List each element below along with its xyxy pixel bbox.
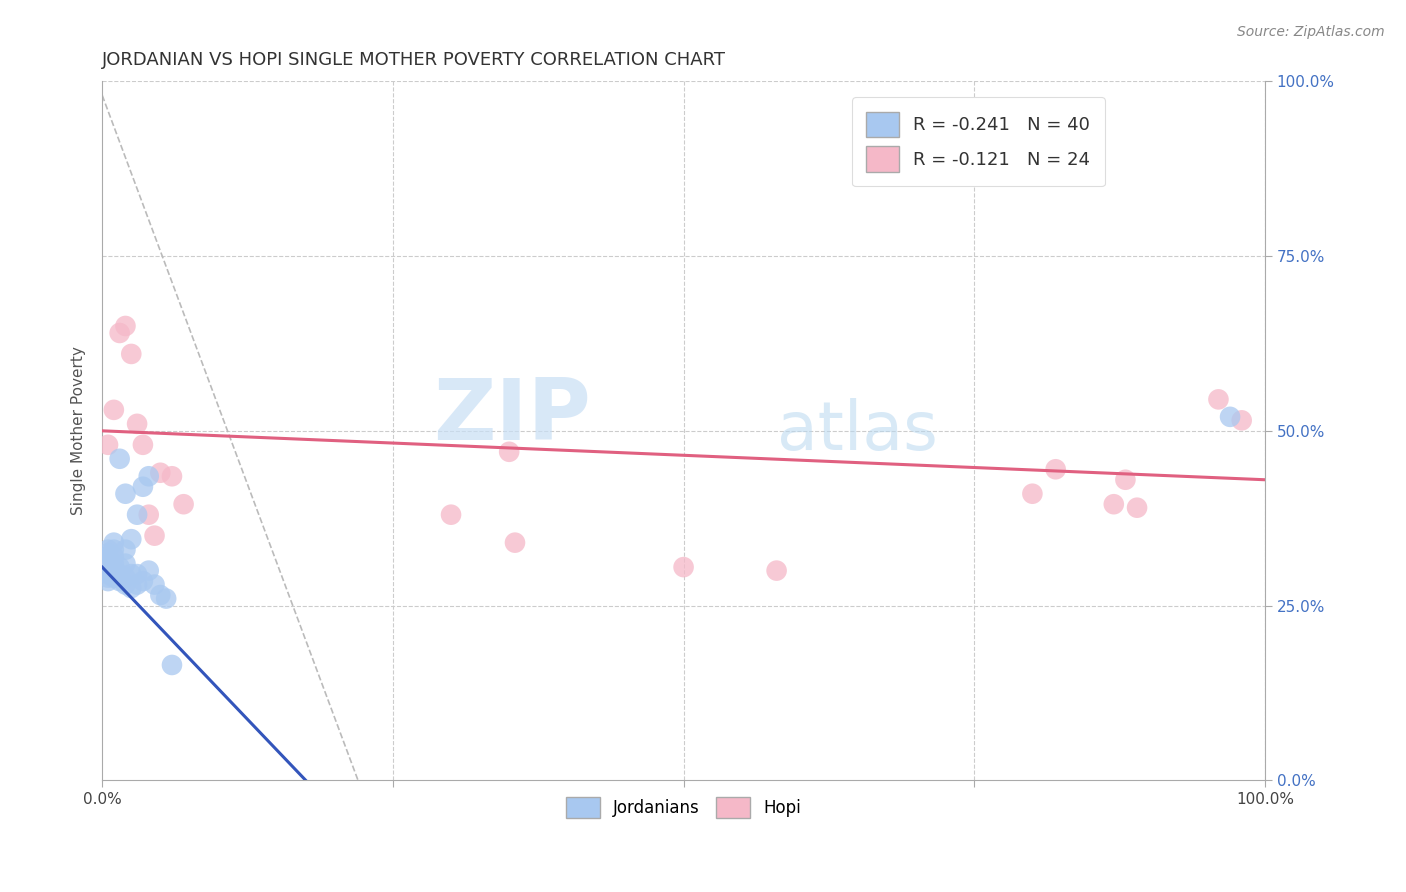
Point <box>97 574 120 588</box>
Point <box>114 557 136 571</box>
Point <box>120 567 142 582</box>
Point <box>173 497 195 511</box>
Point <box>440 508 463 522</box>
Point <box>103 535 125 549</box>
Point <box>108 567 131 582</box>
Point <box>114 542 136 557</box>
Legend: Jordanians, Hopi: Jordanians, Hopi <box>560 790 807 824</box>
Point <box>120 581 142 595</box>
Point <box>114 571 136 585</box>
Text: Source: ZipAtlas.com: Source: ZipAtlas.com <box>1237 25 1385 39</box>
Point <box>108 451 131 466</box>
Point <box>143 529 166 543</box>
Point <box>103 557 125 571</box>
Point <box>1102 497 1125 511</box>
Point <box>149 588 172 602</box>
Point <box>160 657 183 672</box>
Point <box>97 557 120 571</box>
Point <box>103 564 125 578</box>
Text: atlas: atlas <box>776 398 938 464</box>
Point <box>120 347 142 361</box>
Text: ZIP: ZIP <box>433 376 591 458</box>
Point <box>1230 413 1253 427</box>
Point <box>97 438 120 452</box>
Point <box>127 577 149 591</box>
Point <box>160 469 183 483</box>
Point <box>127 567 149 582</box>
Point <box>103 549 125 564</box>
Point <box>127 508 149 522</box>
Point <box>138 564 160 578</box>
Point <box>120 532 142 546</box>
Text: JORDANIAN VS HOPI SINGLE MOTHER POVERTY CORRELATION CHART: JORDANIAN VS HOPI SINGLE MOTHER POVERTY … <box>103 51 727 69</box>
Point <box>132 480 155 494</box>
Point <box>97 571 120 585</box>
Point <box>114 487 136 501</box>
Point <box>138 508 160 522</box>
Point <box>503 535 526 549</box>
Point <box>149 466 172 480</box>
Point <box>1126 500 1149 515</box>
Point <box>97 560 120 574</box>
Point <box>1045 462 1067 476</box>
Point <box>132 438 155 452</box>
Point <box>108 560 131 574</box>
Point <box>97 567 120 582</box>
Point <box>1114 473 1136 487</box>
Point <box>138 469 160 483</box>
Point <box>155 591 177 606</box>
Point <box>103 542 125 557</box>
Point <box>103 571 125 585</box>
Point <box>97 542 120 557</box>
Point <box>114 318 136 333</box>
Point <box>672 560 695 574</box>
Point <box>103 402 125 417</box>
Point <box>108 326 131 340</box>
Point <box>1208 392 1230 407</box>
Point <box>97 549 120 564</box>
Point <box>498 444 520 458</box>
Y-axis label: Single Mother Poverty: Single Mother Poverty <box>72 346 86 516</box>
Point <box>108 574 131 588</box>
Point <box>1021 487 1043 501</box>
Point <box>114 577 136 591</box>
Point <box>97 553 120 567</box>
Point <box>127 417 149 431</box>
Point <box>765 564 787 578</box>
Point <box>1219 409 1241 424</box>
Point <box>97 546 120 560</box>
Point <box>143 577 166 591</box>
Point <box>97 564 120 578</box>
Point <box>132 574 155 588</box>
